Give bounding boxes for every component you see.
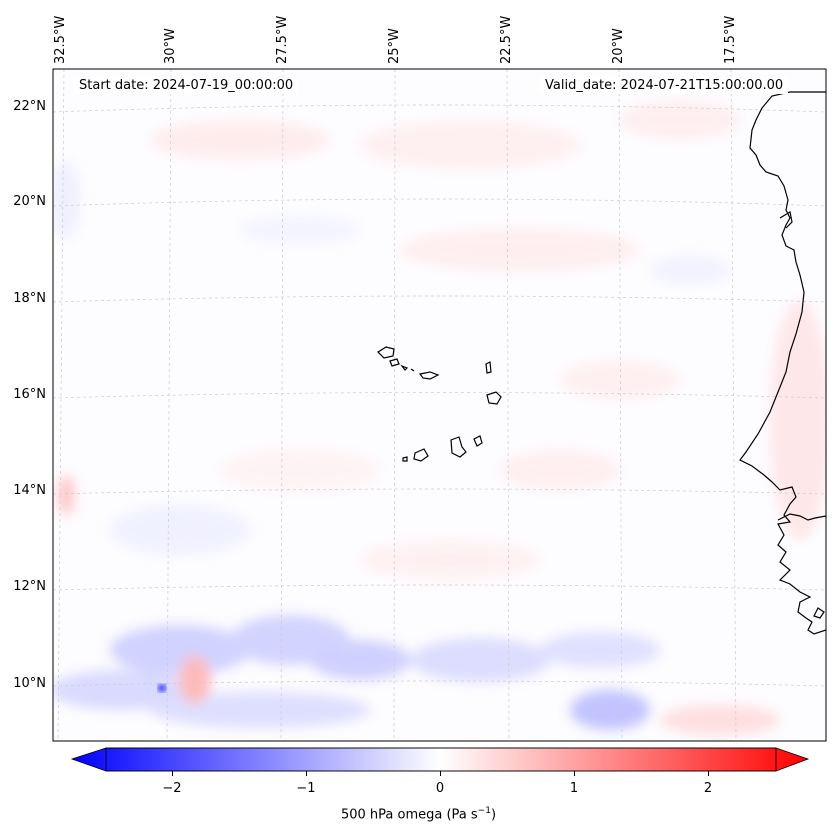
colorbar-tick bbox=[440, 771, 441, 776]
lon-label-32.5w: 32.5°W bbox=[53, 15, 68, 64]
colorbar-title-main: 500 hPa omega (Pa s bbox=[340, 807, 478, 823]
colorbar-tick bbox=[172, 771, 173, 776]
cape-verde-islands bbox=[377, 346, 502, 462]
colorbar-title: 500 hPa omega (Pa s−1) bbox=[0, 806, 837, 822]
lon-label-30w: 30°W bbox=[163, 28, 178, 64]
colorbar-tick bbox=[306, 771, 307, 776]
colorbar-tick bbox=[708, 771, 709, 776]
lat-label-12n: 12°N bbox=[13, 579, 46, 594]
start-date-label: Start date: 2024-07-19_00:00:00 bbox=[74, 77, 299, 94]
colorbar-tick-label: 2 bbox=[703, 781, 713, 796]
lat-label-16n: 16°N bbox=[13, 387, 46, 402]
african-coastline bbox=[739, 91, 826, 635]
omega-field bbox=[53, 100, 826, 735]
colorbar-tick-label: −2 bbox=[162, 781, 182, 796]
lon-label-25w: 25°W bbox=[387, 28, 402, 64]
colorbar-tick-label: 0 bbox=[435, 781, 445, 796]
lat-label-22n: 22°N bbox=[13, 99, 46, 114]
colorbar bbox=[70, 747, 810, 772]
lat-label-14n: 14°N bbox=[13, 483, 46, 498]
lon-label-20w: 20°W bbox=[611, 28, 626, 64]
lat-label-20n: 20°N bbox=[13, 194, 46, 209]
colorbar-tick-label: −1 bbox=[296, 781, 316, 796]
valid-date-label: Valid_date: 2024-07-21T15:00:00.00 bbox=[540, 77, 789, 94]
lon-label-22.5w: 22.5°W bbox=[499, 15, 514, 64]
map-frame bbox=[52, 68, 827, 742]
graticule bbox=[53, 69, 826, 741]
lat-label-18n: 18°N bbox=[13, 291, 46, 306]
lon-label-17.5w: 17.5°W bbox=[723, 15, 738, 64]
colorbar-tick-label: 1 bbox=[569, 781, 579, 796]
colorbar-title-end: ) bbox=[490, 807, 497, 823]
lat-label-10n: 10°N bbox=[13, 676, 46, 691]
lon-label-27.5w: 27.5°W bbox=[275, 15, 290, 64]
colorbar-tick bbox=[574, 771, 575, 776]
colorbar-title-exponent: −1 bbox=[477, 806, 491, 816]
